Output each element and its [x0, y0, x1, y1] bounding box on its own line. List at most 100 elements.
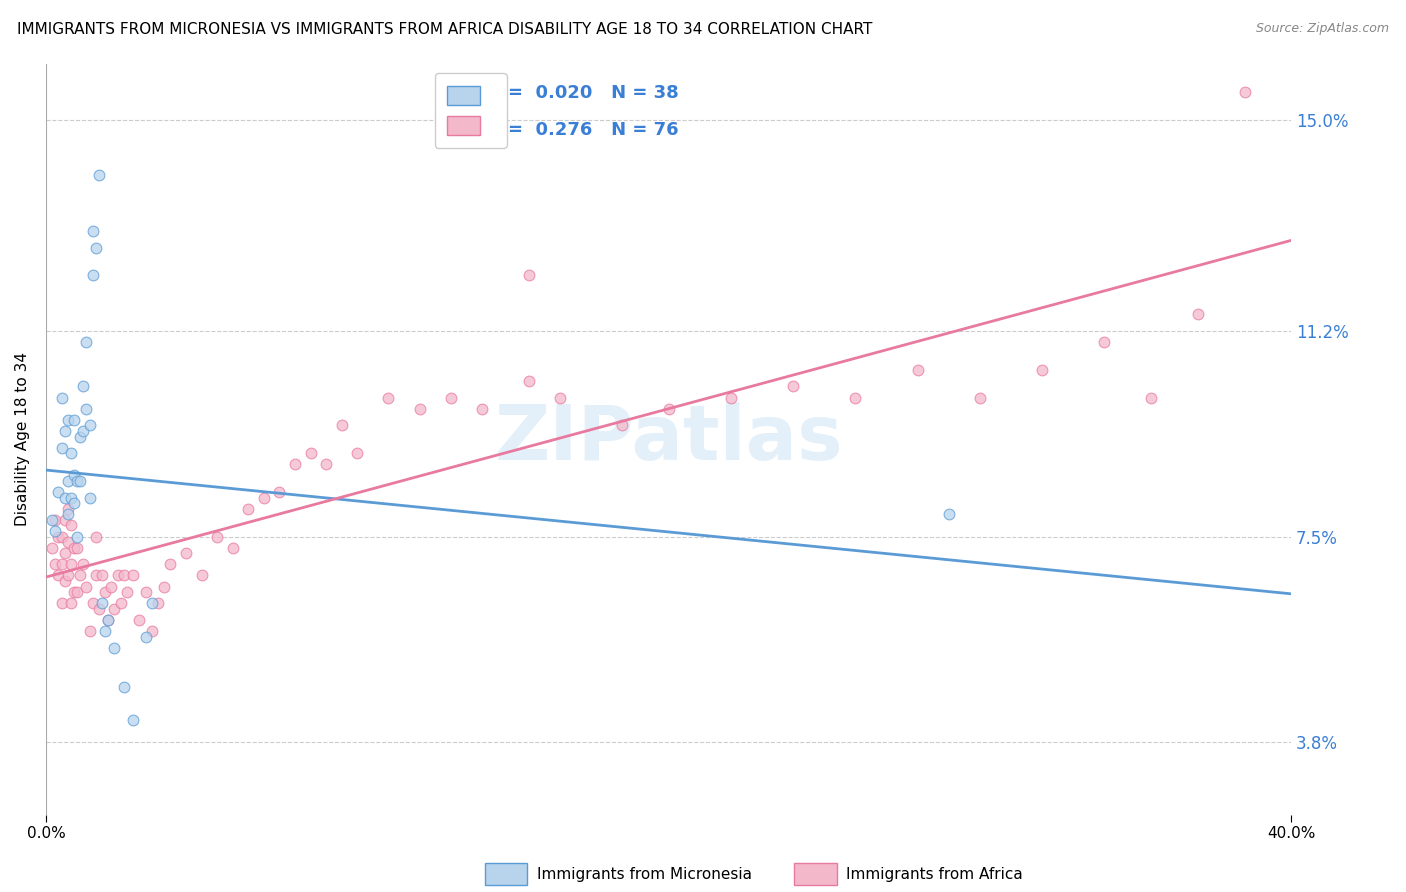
- Point: [1140, 391, 1163, 405]
- Point: [66, 474, 89, 488]
- Point: [97, 613, 120, 627]
- Point: [222, 541, 245, 555]
- Point: [517, 374, 540, 388]
- Point: [141, 596, 163, 610]
- Point: [141, 624, 163, 638]
- Point: [75, 334, 97, 349]
- Point: [658, 401, 681, 416]
- Point: [51, 530, 73, 544]
- Point: [48, 530, 70, 544]
- Point: [41, 541, 63, 555]
- Text: Immigrants from Micronesia: Immigrants from Micronesia: [537, 867, 752, 881]
- Point: [471, 401, 494, 416]
- Point: [408, 401, 430, 416]
- Point: [82, 596, 104, 610]
- Point: [84, 568, 107, 582]
- Point: [238, 501, 260, 516]
- Point: [53, 574, 76, 588]
- Point: [75, 580, 97, 594]
- Point: [84, 530, 107, 544]
- Point: [56, 568, 79, 582]
- Point: [782, 379, 804, 393]
- Point: [253, 491, 276, 505]
- Point: [107, 568, 129, 582]
- Point: [284, 458, 307, 472]
- Point: [87, 168, 110, 182]
- Point: [59, 446, 82, 460]
- Point: [69, 429, 91, 443]
- Point: [51, 391, 73, 405]
- Point: [59, 491, 82, 505]
- Point: [59, 596, 82, 610]
- Point: [377, 391, 399, 405]
- Point: [159, 558, 181, 572]
- Point: [720, 391, 742, 405]
- Y-axis label: Disability Age 18 to 34: Disability Age 18 to 34: [15, 352, 30, 526]
- Point: [330, 418, 353, 433]
- Point: [440, 391, 463, 405]
- Point: [51, 596, 73, 610]
- Point: [59, 558, 82, 572]
- Point: [69, 474, 91, 488]
- Point: [41, 513, 63, 527]
- Point: [346, 446, 368, 460]
- Point: [110, 596, 132, 610]
- Point: [53, 546, 76, 560]
- Point: [91, 568, 114, 582]
- Point: [299, 446, 322, 460]
- Point: [53, 513, 76, 527]
- Point: [97, 613, 120, 627]
- Point: [56, 508, 79, 522]
- Point: [51, 558, 73, 572]
- Point: [66, 585, 89, 599]
- Point: [122, 568, 145, 582]
- Point: [103, 640, 125, 655]
- Point: [84, 240, 107, 254]
- Point: [79, 491, 101, 505]
- Point: [56, 535, 79, 549]
- Point: [938, 508, 960, 522]
- Point: [56, 501, 79, 516]
- Point: [69, 568, 91, 582]
- Point: [79, 418, 101, 433]
- Point: [44, 558, 66, 572]
- Point: [135, 585, 157, 599]
- Point: [315, 458, 337, 472]
- Point: [205, 530, 228, 544]
- Text: Source: ZipAtlas.com: Source: ZipAtlas.com: [1256, 22, 1389, 36]
- Point: [63, 541, 86, 555]
- Point: [56, 474, 79, 488]
- Point: [44, 513, 66, 527]
- Point: [59, 518, 82, 533]
- Point: [72, 558, 94, 572]
- Point: [94, 585, 117, 599]
- Point: [103, 602, 125, 616]
- Point: [82, 268, 104, 283]
- Point: [66, 530, 89, 544]
- Text: Immigrants from Africa: Immigrants from Africa: [846, 867, 1024, 881]
- Point: [1094, 334, 1116, 349]
- Text: R =  0.020   N = 38: R = 0.020 N = 38: [488, 84, 679, 102]
- Text: IMMIGRANTS FROM MICRONESIA VS IMMIGRANTS FROM AFRICA DISABILITY AGE 18 TO 34 COR: IMMIGRANTS FROM MICRONESIA VS IMMIGRANTS…: [17, 22, 872, 37]
- Point: [112, 680, 135, 694]
- Text: ZIPatlas: ZIPatlas: [495, 402, 844, 476]
- Point: [53, 491, 76, 505]
- Point: [1233, 85, 1256, 99]
- Point: [610, 418, 633, 433]
- Point: [969, 391, 991, 405]
- Point: [56, 413, 79, 427]
- Point: [844, 391, 866, 405]
- Point: [100, 580, 122, 594]
- Point: [135, 630, 157, 644]
- Point: [51, 441, 73, 455]
- Point: [75, 401, 97, 416]
- Point: [72, 424, 94, 438]
- Point: [153, 580, 176, 594]
- Point: [94, 624, 117, 638]
- Point: [63, 468, 86, 483]
- Point: [66, 541, 89, 555]
- Point: [53, 424, 76, 438]
- Text: R =  0.276   N = 76: R = 0.276 N = 76: [488, 121, 679, 139]
- Point: [91, 596, 114, 610]
- Point: [79, 624, 101, 638]
